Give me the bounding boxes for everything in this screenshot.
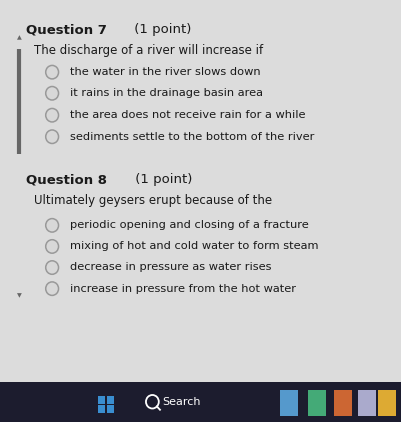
Bar — [334, 390, 352, 416]
Text: Search: Search — [162, 397, 201, 407]
Bar — [107, 396, 114, 404]
Text: sediments settle to the bottom of the river: sediments settle to the bottom of the ri… — [70, 132, 314, 142]
Text: increase in pressure from the hot water: increase in pressure from the hot water — [70, 284, 296, 294]
Text: the water in the river slows down: the water in the river slows down — [70, 67, 261, 77]
Text: Question 8: Question 8 — [26, 173, 107, 186]
Bar — [378, 390, 396, 416]
Circle shape — [46, 282, 59, 295]
Text: it rains in the drainage basin area: it rains in the drainage basin area — [70, 88, 263, 98]
Text: the area does not receive rain for a while: the area does not receive rain for a whi… — [70, 110, 306, 120]
Circle shape — [46, 261, 59, 274]
Bar — [98, 405, 105, 413]
Text: mixing of hot and cold water to form steam: mixing of hot and cold water to form ste… — [70, 241, 319, 252]
Circle shape — [46, 108, 59, 122]
Text: The discharge of a river will increase if: The discharge of a river will increase i… — [34, 44, 263, 57]
Text: (1 point): (1 point) — [131, 173, 192, 186]
Bar — [98, 396, 105, 404]
Bar — [0, 382, 401, 422]
Text: Question 7: Question 7 — [26, 23, 107, 36]
Text: ▲: ▲ — [17, 35, 22, 41]
Bar — [358, 390, 376, 416]
Circle shape — [46, 219, 59, 232]
Circle shape — [46, 240, 59, 253]
Text: decrease in pressure as water rises: decrease in pressure as water rises — [70, 262, 271, 273]
Text: periodic opening and closing of a fracture: periodic opening and closing of a fractu… — [70, 220, 309, 230]
Circle shape — [46, 65, 59, 79]
Bar — [308, 390, 326, 416]
Text: Ultimately geysers erupt because of the: Ultimately geysers erupt because of the — [34, 194, 272, 207]
Bar — [107, 405, 114, 413]
Circle shape — [46, 130, 59, 143]
Text: ▼: ▼ — [17, 293, 22, 298]
Bar — [280, 390, 298, 416]
Text: (1 point): (1 point) — [130, 23, 192, 36]
Circle shape — [46, 87, 59, 100]
